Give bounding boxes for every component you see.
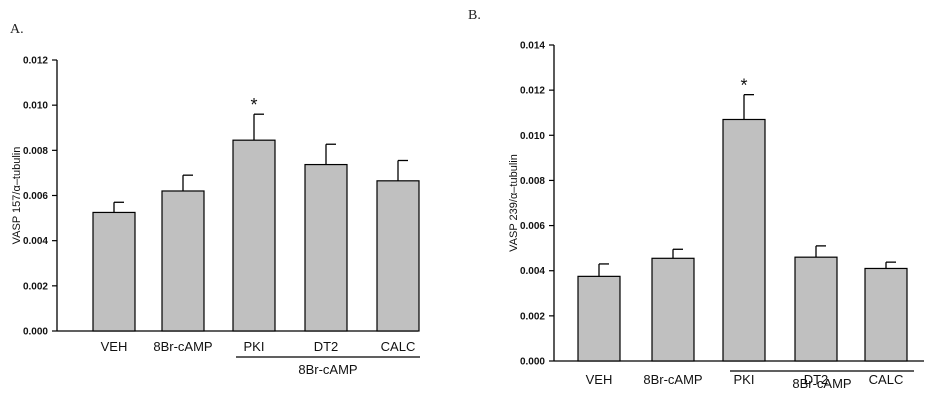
y-tick-label: 0.000: [23, 327, 48, 338]
y-tick-label: 0.010: [520, 131, 545, 142]
group-label: 8Br-cAMP: [298, 362, 357, 377]
bar-8br-camp: [651, 257, 695, 362]
group-label: 8Br-cAMP: [792, 376, 851, 391]
y-tick-label: 0.010: [23, 101, 48, 112]
y-tick-label: 0.002: [520, 311, 545, 322]
x-category-label: VEH: [101, 339, 128, 354]
y-tick-label: 0.002: [23, 281, 48, 292]
significance-mark: *: [740, 76, 747, 96]
panel-label: B.: [468, 8, 481, 23]
panel-b: B. 0.000 0.002 0.004 0.006 0.008 0.010 0.012 0.0…: [468, 8, 924, 391]
x-category-label: 8Br-cAMP: [643, 372, 702, 387]
bar-veh: [92, 211, 136, 332]
y-tick-label: 0.006: [23, 191, 48, 202]
y-tick-label: 0.012: [23, 56, 48, 67]
bar-veh: [577, 275, 621, 362]
y-axis-title: VASP 239/α–tubulin: [508, 154, 520, 252]
y-tick-label: 0.006: [520, 221, 545, 232]
bar-8br-camp: [161, 190, 205, 332]
x-category-label: CALC: [381, 339, 416, 354]
bar-pki: [722, 118, 766, 362]
y-tick-label: 0.004: [23, 236, 48, 247]
x-category-label: PKI: [734, 372, 755, 387]
bar-dt2: [794, 256, 838, 362]
bar-dt2: [304, 163, 348, 332]
y-axis-title: VASP 157/α–tubulin: [11, 147, 23, 245]
y-tick-label: 0.008: [23, 146, 48, 157]
x-category-label: 8Br-cAMP: [153, 339, 212, 354]
bar-calc: [864, 267, 908, 362]
y-tick-label: 0.008: [520, 176, 545, 187]
y-tick-label: 0.004: [520, 266, 545, 277]
x-category-label: DT2: [804, 372, 829, 387]
bar-calc: [376, 180, 420, 332]
x-category-label: VEH: [586, 372, 613, 387]
x-category-label: DT2: [314, 339, 339, 354]
bar-pki: [232, 139, 276, 332]
y-tick-label: 0.012: [520, 86, 545, 97]
panel-a: A. 0.000 0.002 0.004 0.006 0.008 0.010 0.012 VAS…: [10, 22, 420, 377]
y-tick-label: 0.014: [520, 41, 545, 52]
x-category-label: CALC: [869, 372, 904, 387]
x-category-label: PKI: [244, 339, 265, 354]
significance-mark: *: [250, 95, 257, 115]
panel-label: A.: [10, 22, 24, 37]
y-tick-label: 0.000: [520, 357, 545, 368]
